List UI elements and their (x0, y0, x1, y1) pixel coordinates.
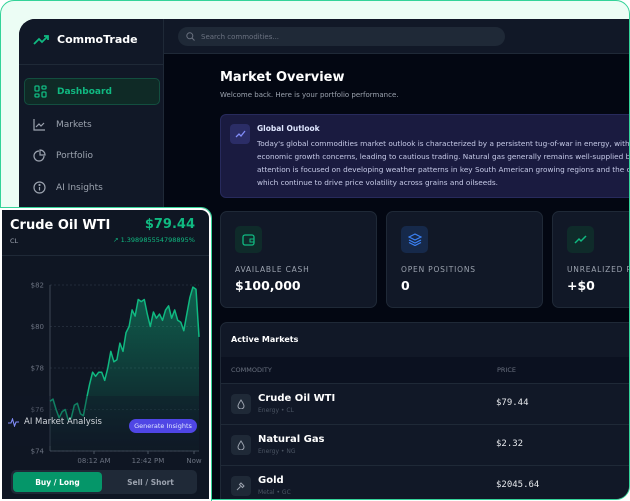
price-area (50, 287, 199, 451)
global-outlook-panel: Global Outlook Today's global commoditie… (220, 114, 630, 198)
ai-analysis-label: AI Market Analysis (8, 417, 102, 427)
generate-insights-button[interactable]: Generate Insights (129, 419, 197, 433)
outlook-text: Today's global commodities market outloo… (257, 137, 630, 189)
x-tick-label: 12:42 PM (132, 457, 165, 465)
commodity-category: Energy • CL (258, 407, 294, 414)
activity-icon (8, 417, 19, 427)
page-subtitle: Welcome back. Here is your portfolio per… (220, 91, 399, 99)
layers-icon (401, 226, 428, 253)
column-header: PRICE (497, 366, 516, 374)
stat-label: UNREALIZED P&L (567, 265, 629, 274)
search-icon (186, 32, 195, 41)
commodity-category: Metal • GC (258, 489, 291, 496)
table-title: Active Markets (231, 335, 299, 344)
commodity-detail-card: Crude Oil WTI CL $79.44 ↗ 1.398985554798… (0, 207, 212, 501)
chart-line-icon (33, 119, 45, 131)
search-placeholder: Search commodities... (201, 32, 280, 41)
commodity-name: Gold (258, 475, 284, 486)
column-header: COMMODITY (231, 366, 272, 374)
price-line (49, 286, 200, 421)
outlook-line: economic growth concerns, leading to cau… (257, 152, 630, 161)
outlook-title: Global Outlook (257, 124, 320, 133)
y-tick-label: $82 (31, 282, 44, 290)
table-header: COMMODITY PRICE (221, 357, 629, 383)
commodity-price: $79.44 (496, 398, 529, 408)
dashboard-icon (34, 85, 47, 98)
sidebar-item-markets[interactable]: Markets (24, 111, 160, 138)
trending-up-icon (230, 124, 250, 144)
detail-price: $79.44 (144, 217, 195, 232)
sidebar-item-ai-insights[interactable]: AI Insights (24, 174, 160, 201)
stat-card-positions: OPEN POSITIONS 0 (386, 211, 543, 308)
trending-up-icon (33, 34, 49, 45)
logo: CommoTrade (33, 33, 138, 46)
commodity-price: $2.32 (496, 439, 524, 449)
y-tick-label: $80 (31, 323, 44, 331)
detail-symbol: CL (10, 237, 19, 245)
outlook-line: which continue to drive price volatility… (257, 178, 498, 187)
outlook-line: attention is focused on developing weath… (257, 165, 630, 174)
commodity-price: $2045.64 (496, 480, 540, 490)
stat-card-pnl: UNREALIZED P&L +$0 (552, 211, 629, 308)
sidebar-item-label: Dashboard (57, 86, 112, 97)
stat-value: +$0 (567, 278, 595, 293)
price-chart: $82 $80 $78 $76 $74 08:12 AM 12:42 PM Now (31, 282, 202, 466)
commodity-name: Crude Oil WTI (258, 393, 336, 404)
page-title: Market Overview (220, 70, 345, 85)
commodity-category: Energy • NG (258, 448, 296, 455)
search-input[interactable]: Search commodities... (178, 27, 505, 46)
active-markets-table: Active Markets COMMODITY PRICE Crude Oil… (220, 322, 629, 499)
y-tick-label: $78 (31, 365, 44, 373)
wallet-icon (235, 226, 262, 253)
x-tick-label: 08:12 AM (77, 457, 110, 465)
stat-label: AVAILABLE CASH (235, 265, 310, 274)
divider (19, 64, 163, 65)
sidebar-item-label: Markets (56, 119, 92, 130)
hammer-icon (231, 476, 251, 496)
ai-label-text: AI Market Analysis (24, 417, 102, 427)
sidebar-item-dashboard[interactable]: Dashboard (24, 78, 160, 105)
y-tick-label: $74 (31, 448, 45, 456)
sidebar-item-label: AI Insights (56, 182, 103, 193)
stat-label: OPEN POSITIONS (401, 265, 476, 274)
trade-toggle: Buy / Long Sell / Short (11, 470, 197, 494)
sell-short-button[interactable]: Sell / Short (127, 477, 174, 487)
stat-card-cash: AVAILABLE CASH $100,000 (220, 211, 377, 308)
y-tick-label: $76 (31, 406, 45, 414)
pie-chart-icon (33, 149, 46, 162)
droplet-icon (231, 435, 251, 455)
info-icon (33, 181, 46, 194)
table-row[interactable]: Natural Gas Energy • NG $2.32 (221, 424, 629, 465)
stat-value: 0 (401, 278, 410, 293)
detail-name: Crude Oil WTI (10, 218, 111, 233)
app-name: CommoTrade (57, 33, 138, 46)
sidebar-item-label: Portfolio (56, 150, 94, 161)
sidebar-item-portfolio[interactable]: Portfolio (24, 142, 160, 169)
stat-value: $100,000 (235, 278, 301, 293)
droplet-icon (231, 394, 251, 414)
table-row[interactable]: Gold Metal • GC $2045.64 (221, 465, 629, 499)
buy-long-button[interactable]: Buy / Long (13, 472, 102, 492)
trending-up-icon (567, 226, 594, 253)
x-tick-label: Now (186, 457, 202, 465)
detail-change: ↗ 1.398985554798895% (113, 236, 195, 244)
outlook-line: Today's global commodities market outloo… (257, 139, 630, 148)
table-row[interactable]: Crude Oil WTI Energy • CL $79.44 (221, 383, 629, 424)
commodity-name: Natural Gas (258, 434, 325, 445)
top-header: Search commodities... (164, 19, 629, 54)
divider (2, 255, 209, 256)
